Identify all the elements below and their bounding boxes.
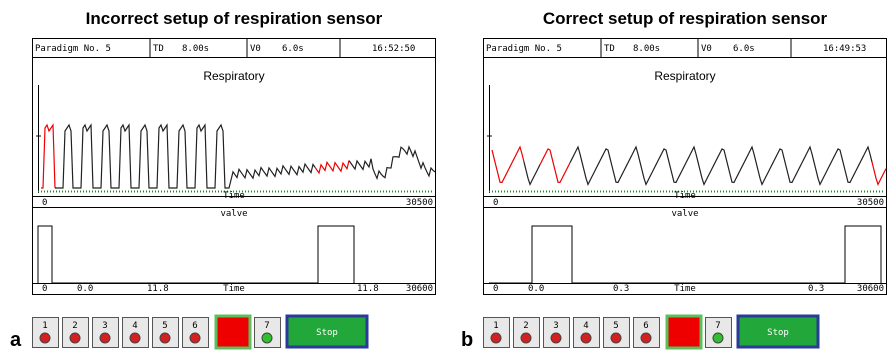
- x-end: 30500: [406, 198, 433, 208]
- button[interactable]: 6: [634, 318, 660, 348]
- button-number: 1: [42, 321, 47, 331]
- button-number: 3: [102, 321, 107, 331]
- header-field: 16:49:53: [823, 44, 866, 54]
- stop-button[interactable]: Stop: [287, 316, 367, 347]
- header-field: 6.0s: [733, 44, 755, 54]
- x-start: 0: [493, 198, 498, 208]
- button[interactable]: 2: [514, 318, 540, 348]
- header-field: V0: [701, 44, 712, 54]
- stop-button[interactable]: Stop: [738, 316, 818, 347]
- valve-label: 0.0: [77, 284, 93, 294]
- x-label: Time: [674, 191, 696, 201]
- valve-label: Time: [223, 284, 245, 294]
- x-start: 0: [42, 198, 47, 208]
- header-field: Paradigm No. 5: [35, 44, 111, 54]
- valve-label: 30600: [406, 284, 433, 294]
- button-number: 5: [613, 321, 618, 331]
- button-number: 6: [192, 321, 197, 331]
- panel-title: Correct setup of respiration sensor: [543, 9, 828, 28]
- stop-text: Stop: [316, 328, 338, 338]
- valve-label: 30600: [857, 284, 884, 294]
- button-led: [190, 333, 200, 343]
- figure: Incorrect setup of respiration sensor a Pa…: [0, 0, 889, 351]
- button-led: [262, 333, 272, 343]
- button-number: 3: [553, 321, 558, 331]
- button-led: [491, 333, 501, 343]
- header-field: V0: [250, 44, 261, 54]
- panel-title: Incorrect setup of respiration sensor: [86, 9, 383, 28]
- x-end: 30500: [857, 198, 884, 208]
- status-indicator: [667, 316, 701, 348]
- plot-title: Respiratory: [203, 69, 264, 83]
- button-led: [611, 333, 621, 343]
- valve-label: 11.8: [357, 284, 379, 294]
- plot-title: valve: [671, 209, 698, 219]
- header-field: TD: [604, 44, 615, 54]
- button-led: [551, 333, 561, 343]
- panel: Incorrect setup of respiration sensor a Pa…: [10, 9, 436, 351]
- valve-label: Time: [674, 284, 696, 294]
- button-led: [713, 333, 723, 343]
- button-number: 7: [715, 321, 720, 331]
- panel-label: b: [461, 329, 473, 351]
- valve-label: 11.8: [147, 284, 169, 294]
- button[interactable]: 1: [484, 318, 510, 348]
- header-field: 16:52:50: [372, 44, 415, 54]
- button[interactable]: 4: [574, 318, 600, 348]
- valve-label: 0: [42, 284, 47, 294]
- button-number: 4: [132, 321, 137, 331]
- valve-label: 0.0: [528, 284, 544, 294]
- button[interactable]: 1: [33, 318, 59, 348]
- button-led: [641, 333, 651, 343]
- button-led: [100, 333, 110, 343]
- panel: Correct setup of respiration sensor b Para…: [461, 9, 887, 351]
- x-label: Time: [223, 191, 245, 201]
- button-led: [70, 333, 80, 343]
- button[interactable]: 3: [93, 318, 119, 348]
- button-led: [581, 333, 591, 343]
- valve-label: 0.3: [613, 284, 629, 294]
- header-field: 6.0s: [282, 44, 304, 54]
- header-field: TD: [153, 44, 164, 54]
- button-number: 7: [264, 321, 269, 331]
- button[interactable]: 3: [544, 318, 570, 348]
- plot-title: Respiratory: [654, 69, 715, 83]
- button[interactable]: 6: [183, 318, 209, 348]
- button-led: [521, 333, 531, 343]
- button-led: [130, 333, 140, 343]
- button-led: [40, 333, 50, 343]
- stop-text: Stop: [767, 328, 789, 338]
- button[interactable]: 4: [123, 318, 149, 348]
- valve-label: 0: [493, 284, 498, 294]
- button-led: [160, 333, 170, 343]
- panel-label: a: [10, 329, 22, 351]
- button-number: 2: [523, 321, 528, 331]
- header-field: Paradigm No. 5: [486, 44, 562, 54]
- button[interactable]: 5: [604, 318, 630, 348]
- valve-label: 0.3: [808, 284, 824, 294]
- header-field: 8.00s: [182, 44, 209, 54]
- button-number: 4: [583, 321, 588, 331]
- button[interactable]: 7: [706, 318, 732, 348]
- button-number: 5: [162, 321, 167, 331]
- status-indicator: [216, 316, 250, 348]
- button-number: 1: [493, 321, 498, 331]
- button-number: 2: [72, 321, 77, 331]
- button[interactable]: 7: [255, 318, 281, 348]
- button[interactable]: 2: [63, 318, 89, 348]
- button-number: 6: [643, 321, 648, 331]
- plot-title: valve: [220, 209, 247, 219]
- header-field: 8.00s: [633, 44, 660, 54]
- button[interactable]: 5: [153, 318, 179, 348]
